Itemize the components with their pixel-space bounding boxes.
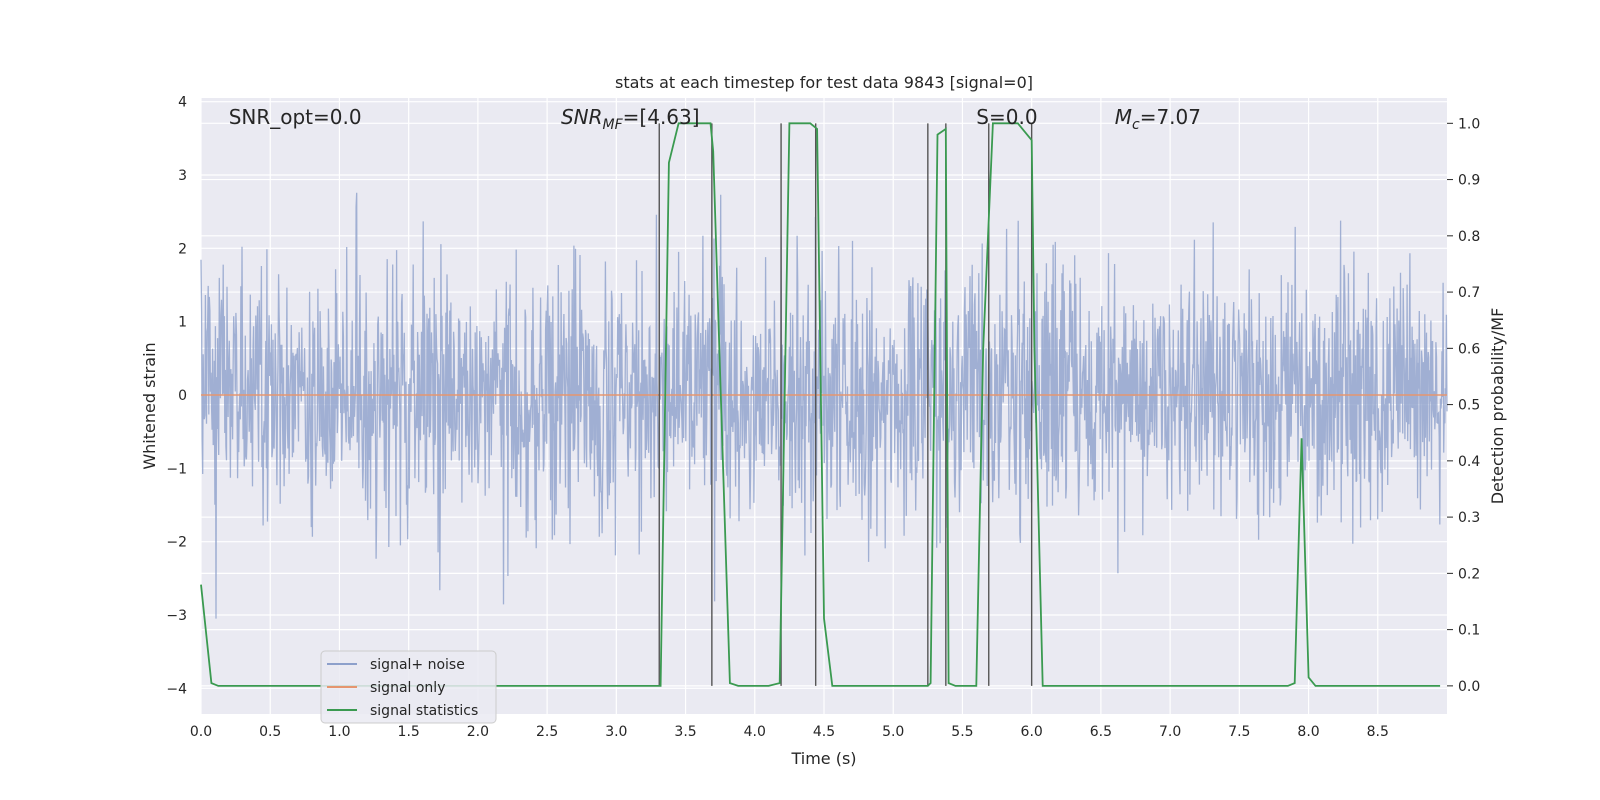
y-tick-labels: 4 3 2 1 0 −1 −2 −3 −4 <box>166 95 187 698</box>
x-tick-label: 5.0 <box>882 724 904 740</box>
legend-label: signal+ noise <box>370 657 465 673</box>
legend-label: signal only <box>370 680 445 696</box>
y2-tick-labels: 1.0 0.9 0.8 0.7 0.6 0.5 0.4 0.3 0.2 0.1 0.0 <box>1447 116 1480 695</box>
x-tick-label: 8.5 <box>1367 724 1389 740</box>
x-tick-label: 3.5 <box>674 724 696 740</box>
x-tick-label: 1.0 <box>328 724 350 740</box>
x-tick-label: 5.5 <box>951 724 973 740</box>
y2-tick-label: 0.0 <box>1458 679 1480 695</box>
x-tick-labels: 0.0 0.5 1.0 1.5 2.0 2.5 3.0 3.5 4.0 4.5 5.0 5.5 6.0 6… <box>190 724 1389 740</box>
x-tick-label: 4.0 <box>744 724 766 740</box>
x-tick-label: 0.5 <box>259 724 281 740</box>
y-tick-label: 2 <box>178 241 187 257</box>
annotation: Mc=7.07 <box>1115 105 1201 133</box>
annotation: SNRMF=[4.63] <box>561 105 700 133</box>
y-tick-label: −3 <box>166 608 187 624</box>
x-tick-label: 6.5 <box>1090 724 1112 740</box>
y-tick-label: 0 <box>178 388 187 404</box>
y2-tick-label: 1.0 <box>1458 116 1480 132</box>
x-tick-label: 2.0 <box>467 724 489 740</box>
annotations: SNR_opt=0.0 SNRMF=[4.63] S=0.0 Mc=7.07 <box>229 105 1201 133</box>
x-tick-label: 4.5 <box>813 724 835 740</box>
x-tick-label: 0.0 <box>190 724 212 740</box>
x-tick-label: 7.5 <box>1228 724 1250 740</box>
y-tick-label: −4 <box>166 681 187 697</box>
y2-tick-label: 0.3 <box>1458 510 1480 526</box>
x-tick-label: 1.5 <box>398 724 420 740</box>
y-axis-label: Whitened strain <box>140 342 159 469</box>
y2-tick-label: 0.6 <box>1458 341 1480 357</box>
x-axis-label: Time (s) <box>790 749 856 768</box>
y2-axis-label: Detection probability/MF <box>1488 308 1507 505</box>
series-signal-noise <box>200 192 1448 619</box>
y2-tick-label: 0.4 <box>1458 454 1480 470</box>
y-tick-label: −2 <box>166 535 187 551</box>
y-tick-label: 4 <box>178 95 187 111</box>
signal-noise-line <box>200 192 1448 619</box>
chart-title: stats at each timestep for test data 984… <box>615 73 1033 92</box>
annotation: SNR_opt=0.0 <box>229 105 362 129</box>
x-tick-label: 6.0 <box>1021 724 1043 740</box>
x-tick-label: 8.0 <box>1297 724 1319 740</box>
signal-statistics-line <box>200 122 1441 687</box>
y-tick-label: 3 <box>178 168 187 184</box>
y2-tick-label: 0.2 <box>1458 566 1480 582</box>
y2-tick-label: 0.7 <box>1458 285 1480 301</box>
y2-tick-label: 0.5 <box>1458 398 1480 414</box>
legend-box <box>320 650 497 724</box>
legend-label: signal statistics <box>370 703 478 719</box>
y2-tick-label: 0.1 <box>1458 623 1480 639</box>
x-tick-label: 2.5 <box>536 724 558 740</box>
y2-tick-label: 0.9 <box>1458 173 1480 189</box>
annotation: S=0.0 <box>976 105 1037 129</box>
x-tick-label: 7.0 <box>1159 724 1181 740</box>
y2-tick-label: 0.8 <box>1458 229 1480 245</box>
y-tick-label: −1 <box>166 461 187 477</box>
legend: signal+ noise signal only signal statistic… <box>320 650 497 724</box>
series-signal-statistics <box>200 122 1441 687</box>
y-tick-label: 1 <box>178 315 187 331</box>
x-tick-label: 3.0 <box>605 724 627 740</box>
